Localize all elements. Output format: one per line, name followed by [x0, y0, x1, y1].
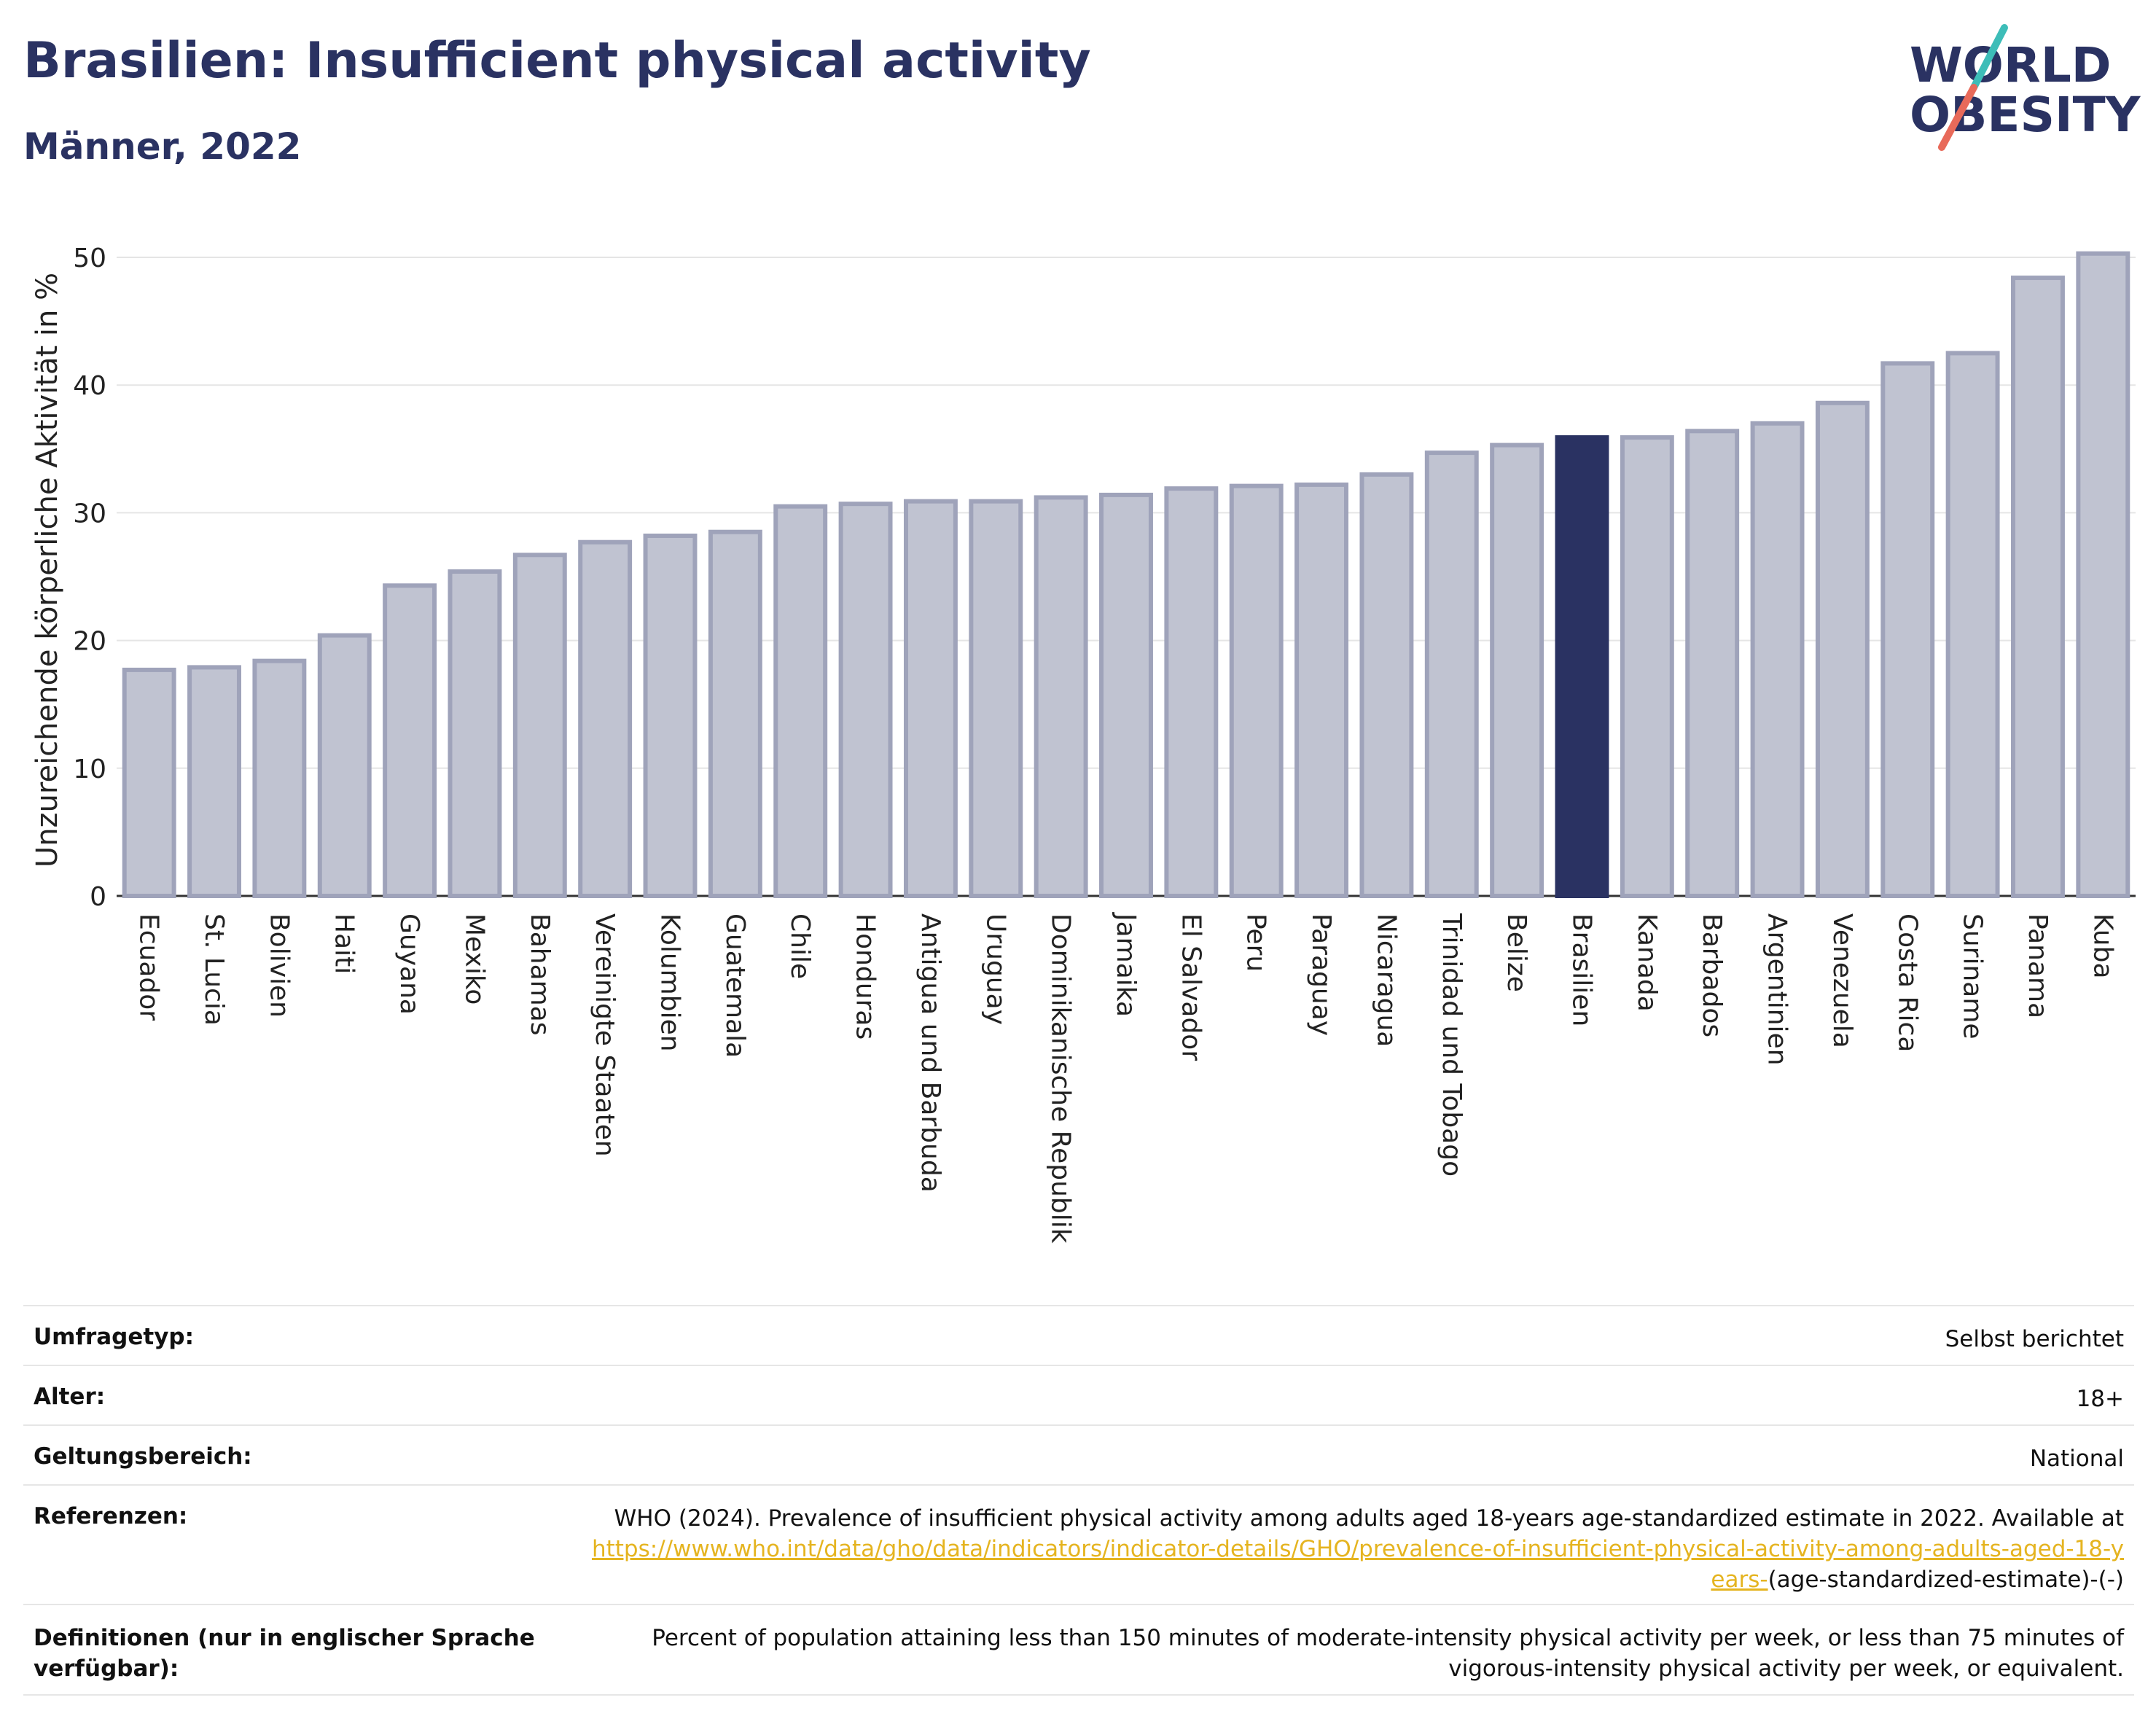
x-tick-label: El Salvador [1176, 913, 1206, 1061]
x-tick-label: Jamaika [1111, 912, 1141, 1017]
logo-slash-coral [1938, 84, 1977, 151]
bar-panama [2011, 276, 2065, 899]
info-label: Definitionen (nur in englischer Sprache … [23, 1604, 573, 1696]
bar-el-salvador [1164, 486, 1219, 898]
x-tick-label: Antigua und Barbuda [915, 913, 945, 1193]
x-tick-label: Chile [785, 913, 815, 979]
x-axis-ticks: Ecuador St. Lucia Bolivien Haiti Guyana Mexik… [134, 912, 2118, 1244]
reference-text: WHO (2024). Prevalence of insufficient p… [614, 1505, 2124, 1532]
x-tick-label: Costa Rica [1892, 913, 1922, 1052]
x-tick-label: Uruguay [980, 913, 1010, 1025]
bar-peru [1229, 483, 1284, 898]
y-tick-label: 20 [73, 627, 106, 657]
logo-line1: WORLD [1910, 37, 2112, 93]
reference-suffix: (age-standardized-estimate)-(-) [1768, 1567, 2124, 1593]
bar-vereinigte-staaten [578, 539, 633, 898]
bar-honduras [838, 502, 893, 898]
x-tick-label: Trinidad und Tobago [1437, 913, 1466, 1177]
bar-belize [1490, 442, 1544, 898]
bar-suriname [1945, 351, 2000, 899]
x-tick-label: Venezuela [1827, 913, 1857, 1048]
y-tick-label: 10 [73, 755, 106, 784]
x-tick-label: Barbados [1697, 913, 1727, 1037]
logo-slash-teal [1970, 24, 2008, 91]
info-label: Geltungsbereich: [23, 1424, 573, 1485]
x-tick-label: Nicaragua [1371, 913, 1401, 1047]
x-tick-label: Peru [1241, 913, 1271, 972]
x-tick-label: St. Lucia [199, 913, 229, 1026]
info-row-scope: Geltungsbereich: National [23, 1424, 2134, 1485]
bar-kolumbien [643, 533, 698, 898]
bar-antigua-und-barbuda [903, 499, 958, 898]
x-tick-label: Kolumbien [655, 913, 685, 1052]
logo-line2: OBESITY [1910, 87, 2141, 143]
bar-bolivien [252, 658, 307, 899]
bar-chile [773, 504, 828, 898]
x-tick-label: Honduras [851, 913, 880, 1040]
world-obesity-logo: WORLD OBESITY [1910, 24, 2141, 151]
y-axis-ticks: 0 10 20 30 40 50 [73, 243, 106, 912]
x-tick-label: Ecuador [134, 913, 164, 1021]
bar-venezuela [1815, 400, 1870, 898]
x-tick-label: Suriname [1958, 913, 1988, 1040]
x-tick-label: Vereinigte Staaten [590, 913, 620, 1157]
x-tick-label: Argentinien [1762, 913, 1792, 1066]
x-tick-label: Belize [1501, 913, 1531, 992]
info-row-definitions: Definitionen (nur in englischer Sprache … [23, 1604, 2134, 1696]
x-tick-label: Paraguay [1306, 913, 1336, 1036]
bar-dominikanische-republik [1034, 495, 1088, 898]
x-tick-label: Guatemala [720, 913, 750, 1058]
y-tick-label: 30 [73, 499, 106, 529]
info-label: Umfragetyp: [23, 1305, 573, 1365]
bar-chart: 0 10 20 30 40 50 Ecuador St. Lucia Bolivien Hait… [31, 243, 2136, 1244]
info-label: Alter: [23, 1365, 573, 1425]
info-value: WHO (2024). Prevalence of insufficient p… [573, 1484, 2134, 1605]
info-value: National [573, 1424, 2134, 1485]
bar-mexiko [448, 569, 502, 898]
bar-nicaragua [1359, 472, 1414, 899]
bar-guyana [383, 583, 437, 899]
x-tick-label: Dominikanische Republik [1046, 913, 1076, 1244]
bar-barbados [1685, 429, 1740, 898]
info-row-references: Referenzen: WHO (2024). Prevalence of in… [23, 1484, 2134, 1605]
bar-uruguay [969, 499, 1023, 898]
info-row-age: Alter: 18+ [23, 1365, 2134, 1425]
y-tick-label: 40 [73, 371, 106, 401]
y-tick-label: 0 [90, 882, 106, 912]
reference-link[interactable]: https://www.who.int/data/gho/data/indica… [591, 1536, 2124, 1593]
bar-st-lucia [187, 665, 241, 898]
chart-title: Brasilien: Insufficient physical activit… [23, 32, 1091, 90]
x-tick-label: Kanada [1632, 913, 1662, 1012]
info-row-survey-type: Umfragetyp: Selbst berichtet [23, 1305, 2134, 1365]
bar-kanada [1620, 435, 1674, 898]
bar-guatemala [708, 529, 762, 898]
bar-argentinien [1750, 421, 1805, 898]
x-tick-label: Bahamas [525, 913, 555, 1036]
x-tick-label: Brasilien [1566, 913, 1596, 1026]
chart-subtitle: Männer, 2022 [23, 125, 302, 168]
info-label: Referenzen: [23, 1484, 573, 1605]
bar-bahamas [512, 553, 567, 898]
bar-haiti [317, 633, 372, 898]
y-axis-label: Unzureichende körperliche Aktivität in % [31, 273, 64, 868]
x-tick-label: Haiti [329, 913, 359, 974]
bar-ecuador [122, 667, 176, 898]
info-table: Umfragetyp: Selbst berichtet Alter: 18+ … [23, 1305, 2134, 1696]
bar-kuba [2076, 251, 2130, 898]
bar-brasilien [1555, 435, 1609, 898]
bar-jamaika [1099, 492, 1153, 898]
info-value: Selbst berichtet [573, 1305, 2134, 1365]
bar-costa-rica [1880, 361, 1935, 899]
x-tick-label: Mexiko [459, 913, 489, 1005]
x-tick-label: Kuba [2087, 913, 2117, 979]
info-value: 18+ [573, 1365, 2134, 1425]
bar-trinidad-und-tobago [1424, 451, 1479, 898]
bars [122, 251, 2130, 899]
x-tick-label: Panama [2023, 913, 2053, 1018]
y-tick-label: 50 [73, 243, 106, 273]
bar-paraguay [1294, 482, 1349, 898]
x-tick-label: Guyana [394, 913, 424, 1015]
info-value: Percent of population attaining less tha… [573, 1604, 2134, 1696]
x-tick-label: Bolivien [264, 913, 294, 1018]
